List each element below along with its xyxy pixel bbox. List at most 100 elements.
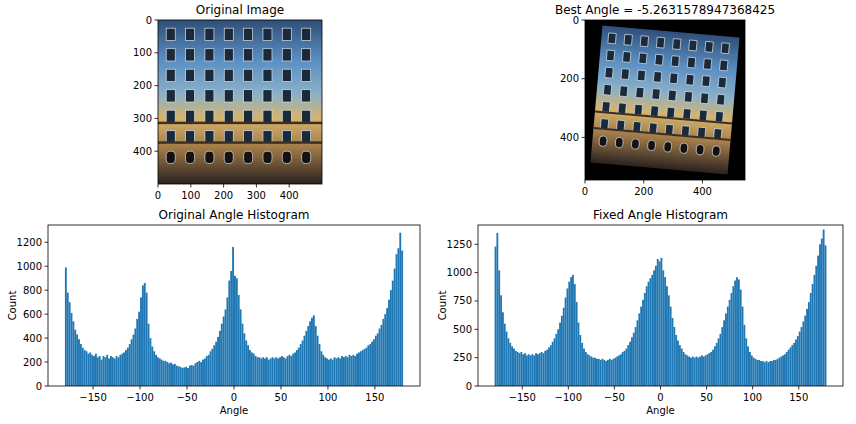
histogram-bar bbox=[114, 358, 116, 386]
histogram-bar bbox=[708, 353, 710, 386]
histogram-bar bbox=[533, 355, 535, 386]
histogram-bar bbox=[292, 354, 294, 386]
histogram-bar bbox=[736, 277, 738, 386]
histogram-bar bbox=[681, 349, 683, 386]
histogram-bar bbox=[127, 348, 129, 386]
histogram-bar bbox=[360, 351, 362, 386]
x-tick bbox=[643, 180, 644, 184]
histogram-bar bbox=[576, 302, 578, 386]
window bbox=[673, 39, 681, 50]
histogram-bar bbox=[347, 357, 349, 386]
window bbox=[166, 49, 175, 61]
window bbox=[302, 110, 311, 122]
window bbox=[655, 54, 663, 65]
window bbox=[302, 49, 311, 61]
x-tick bbox=[280, 386, 281, 390]
histogram-bar bbox=[367, 345, 369, 386]
histogram-bar bbox=[157, 357, 159, 386]
histogram-bar bbox=[520, 352, 522, 386]
histogram-bar bbox=[108, 358, 110, 386]
histogram-bar bbox=[814, 275, 816, 386]
window bbox=[263, 110, 272, 122]
histogram-bar bbox=[397, 248, 399, 386]
histogram-bar bbox=[95, 354, 97, 386]
histogram-bar bbox=[181, 368, 183, 386]
window bbox=[244, 69, 253, 81]
histogram-bar bbox=[725, 313, 727, 386]
histogram-bar bbox=[369, 344, 371, 386]
histogram-bar bbox=[228, 281, 230, 386]
histogram-bar bbox=[204, 358, 206, 386]
histogram-bar bbox=[394, 269, 396, 386]
x-tick-label: 50 bbox=[700, 392, 713, 403]
histogram-bar bbox=[692, 357, 694, 386]
window bbox=[606, 50, 614, 61]
histogram-bar bbox=[637, 320, 639, 386]
x-tick bbox=[522, 386, 523, 390]
x-tick bbox=[289, 184, 290, 188]
x-tick bbox=[256, 184, 257, 188]
histogram-bar bbox=[648, 282, 650, 386]
histogram-bar bbox=[791, 345, 793, 386]
window bbox=[166, 69, 175, 81]
histogram-bar bbox=[302, 340, 304, 386]
window bbox=[166, 131, 175, 143]
histogram-bar bbox=[334, 357, 336, 386]
histogram-bar bbox=[620, 354, 622, 386]
histogram-bar bbox=[386, 308, 388, 386]
balcony bbox=[158, 141, 322, 143]
x-tick-label: 100 bbox=[181, 190, 200, 201]
histogram-bar bbox=[607, 360, 609, 386]
y-tick bbox=[155, 151, 159, 152]
histogram-bar bbox=[219, 331, 221, 386]
histogram-bar bbox=[320, 351, 322, 386]
histogram-bar bbox=[686, 355, 688, 386]
histogram-bar bbox=[164, 361, 166, 386]
histogram-bar bbox=[71, 313, 73, 386]
histogram-bar bbox=[362, 350, 364, 386]
window bbox=[702, 76, 710, 87]
window bbox=[186, 151, 195, 163]
x-tick bbox=[706, 386, 707, 390]
x-tick-label: 0 bbox=[231, 392, 237, 403]
histogram-bar bbox=[611, 360, 613, 386]
window bbox=[639, 53, 647, 64]
y-tick bbox=[155, 52, 159, 53]
x-tick bbox=[614, 386, 615, 390]
histogram-bar bbox=[176, 366, 178, 386]
histogram-bar bbox=[731, 293, 733, 386]
histogram-bar bbox=[142, 285, 144, 386]
histogram-bar bbox=[764, 362, 766, 386]
axes: −150−100−5005010015002004006008001000120… bbox=[7, 208, 420, 416]
facade bbox=[158, 20, 322, 184]
histogram-bar bbox=[618, 355, 620, 386]
facade bbox=[590, 25, 739, 174]
window bbox=[622, 51, 630, 62]
window bbox=[224, 110, 233, 122]
x-axis-label: Angle bbox=[646, 405, 674, 416]
histogram-bar bbox=[335, 358, 337, 386]
histogram-bar bbox=[300, 344, 302, 386]
y-tick bbox=[475, 329, 479, 330]
window bbox=[717, 94, 725, 105]
histogram-bar bbox=[808, 302, 810, 386]
histogram-bar bbox=[131, 339, 133, 386]
histogram-bar bbox=[283, 357, 285, 386]
histogram-bar bbox=[322, 355, 324, 386]
title: Original Image bbox=[196, 3, 284, 17]
histogram-bar bbox=[313, 315, 315, 386]
histogram-bar bbox=[213, 345, 215, 386]
histogram-bar bbox=[614, 358, 616, 386]
histogram-bar bbox=[324, 357, 326, 386]
balcony bbox=[593, 127, 730, 141]
window bbox=[667, 107, 675, 118]
window bbox=[166, 110, 175, 122]
window bbox=[282, 28, 291, 40]
x-tick-label: −50 bbox=[176, 392, 197, 403]
window bbox=[166, 151, 175, 163]
histogram-bar bbox=[379, 329, 381, 387]
y-tick-label: 300 bbox=[133, 113, 152, 124]
histogram-bar bbox=[546, 350, 548, 386]
histogram-bar bbox=[193, 366, 195, 386]
histogram-bar bbox=[185, 367, 187, 386]
